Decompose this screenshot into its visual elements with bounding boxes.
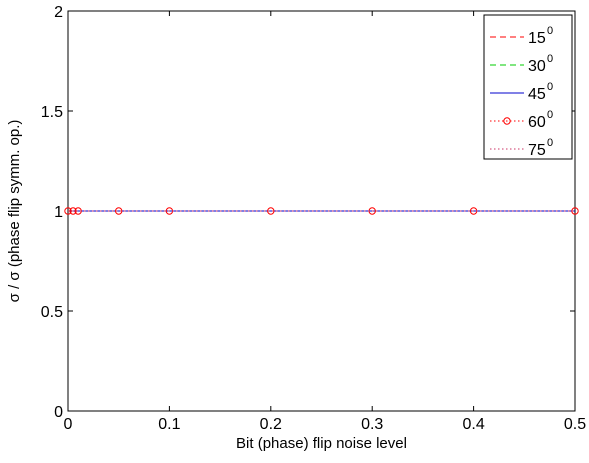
series-60-point — [115, 207, 123, 215]
x-tick-label: 0.3 — [361, 416, 383, 433]
legend-label-15: 15 — [528, 30, 546, 47]
y-tick-label: 1 — [54, 204, 63, 221]
series-60-point — [64, 207, 72, 215]
legend-label-sup-15: 0 — [547, 25, 553, 37]
legend-label-30: 30 — [528, 58, 546, 75]
y-axis-label: σ / σ (phase flip symm. op.) — [6, 120, 23, 303]
legend-box — [483, 14, 573, 160]
x-axis: 0 0.1 0.2 0.3 0.4 0.5 — [64, 11, 586, 433]
series-layer — [64, 207, 579, 215]
y-tick-label: 1.5 — [41, 104, 63, 121]
legend-label-sup-60: 0 — [547, 109, 553, 121]
y-tick-label: 0 — [54, 404, 63, 421]
legend: 15 030 045 060 075 0 — [483, 14, 573, 160]
y-axis: 0 0.5 1 1.5 2 — [41, 4, 575, 421]
legend-label-75: 75 — [528, 142, 546, 159]
x-axis-label: Bit (phase) flip noise level — [236, 435, 407, 452]
y-tick-label: 0.5 — [41, 304, 63, 321]
legend-label-sup-75: 0 — [547, 137, 553, 149]
x-tick-label: 0.1 — [158, 416, 180, 433]
legend-marker-60 — [503, 117, 511, 125]
legend-label-45: 45 — [528, 86, 546, 103]
series-60-point — [571, 207, 579, 215]
x-tick-label: 0.4 — [462, 416, 484, 433]
y-tick-label: 2 — [54, 4, 63, 21]
x-tick-label: 0 — [64, 416, 73, 433]
legend-label-sup-30: 0 — [547, 53, 553, 65]
x-tick-label: 0.5 — [564, 416, 586, 433]
x-tick-label: 0.2 — [260, 416, 282, 433]
series-60-point — [267, 207, 275, 215]
legend-label-60: 60 — [528, 114, 546, 131]
legend-label-sup-45: 0 — [547, 81, 553, 93]
